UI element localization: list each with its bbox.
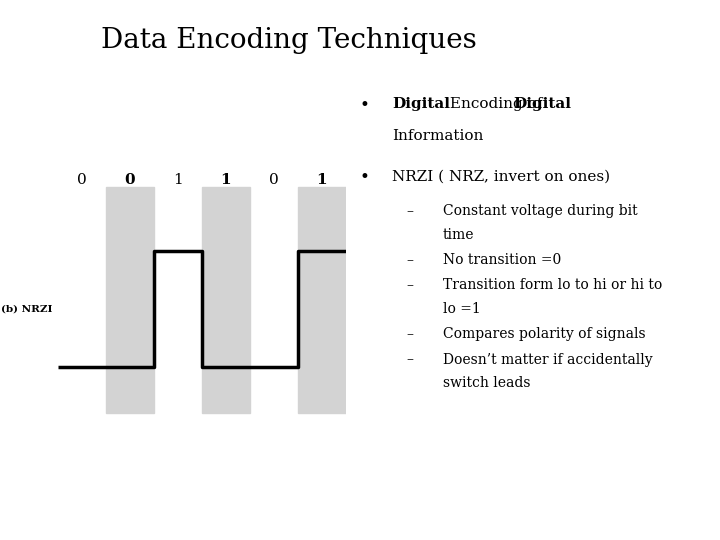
Bar [297, 187, 346, 413]
Text: 0: 0 [77, 173, 86, 187]
Text: –: – [407, 353, 414, 367]
Text: NRZI ( NRZ, invert on ones): NRZI ( NRZ, invert on ones) [392, 169, 611, 183]
Text: 1: 1 [316, 173, 327, 187]
Text: switch leads: switch leads [443, 376, 531, 390]
Bar [106, 187, 153, 413]
Text: Doesn’t matter if accidentally: Doesn’t matter if accidentally [443, 353, 652, 367]
Text: Information: Information [392, 129, 484, 143]
Text: –: – [407, 253, 414, 267]
Text: 1: 1 [173, 173, 182, 187]
Text: No transition =0: No transition =0 [443, 253, 561, 267]
Text: •: • [360, 97, 370, 114]
Text: –: – [407, 204, 414, 218]
Text: –: – [407, 278, 414, 292]
Text: •: • [360, 169, 370, 186]
Text: lo =1: lo =1 [443, 302, 480, 316]
Text: Transition form lo to hi or hi to: Transition form lo to hi or hi to [443, 278, 662, 292]
Text: Data Encoding Techniques: Data Encoding Techniques [101, 27, 477, 54]
Text: Constant voltage during bit: Constant voltage during bit [443, 204, 637, 218]
Text: Digital: Digital [392, 97, 451, 111]
Text: Compares polarity of signals: Compares polarity of signals [443, 327, 645, 341]
Bar [202, 187, 250, 413]
Text: Digital: Digital [513, 97, 572, 111]
Text: time: time [443, 227, 474, 241]
Text: 0: 0 [269, 173, 279, 187]
Text: 0: 0 [125, 173, 135, 187]
Text: Encoding of: Encoding of [445, 97, 547, 111]
Text: –: – [407, 327, 414, 341]
Text: (b) NRZI: (b) NRZI [1, 305, 53, 314]
Text: 1: 1 [220, 173, 231, 187]
